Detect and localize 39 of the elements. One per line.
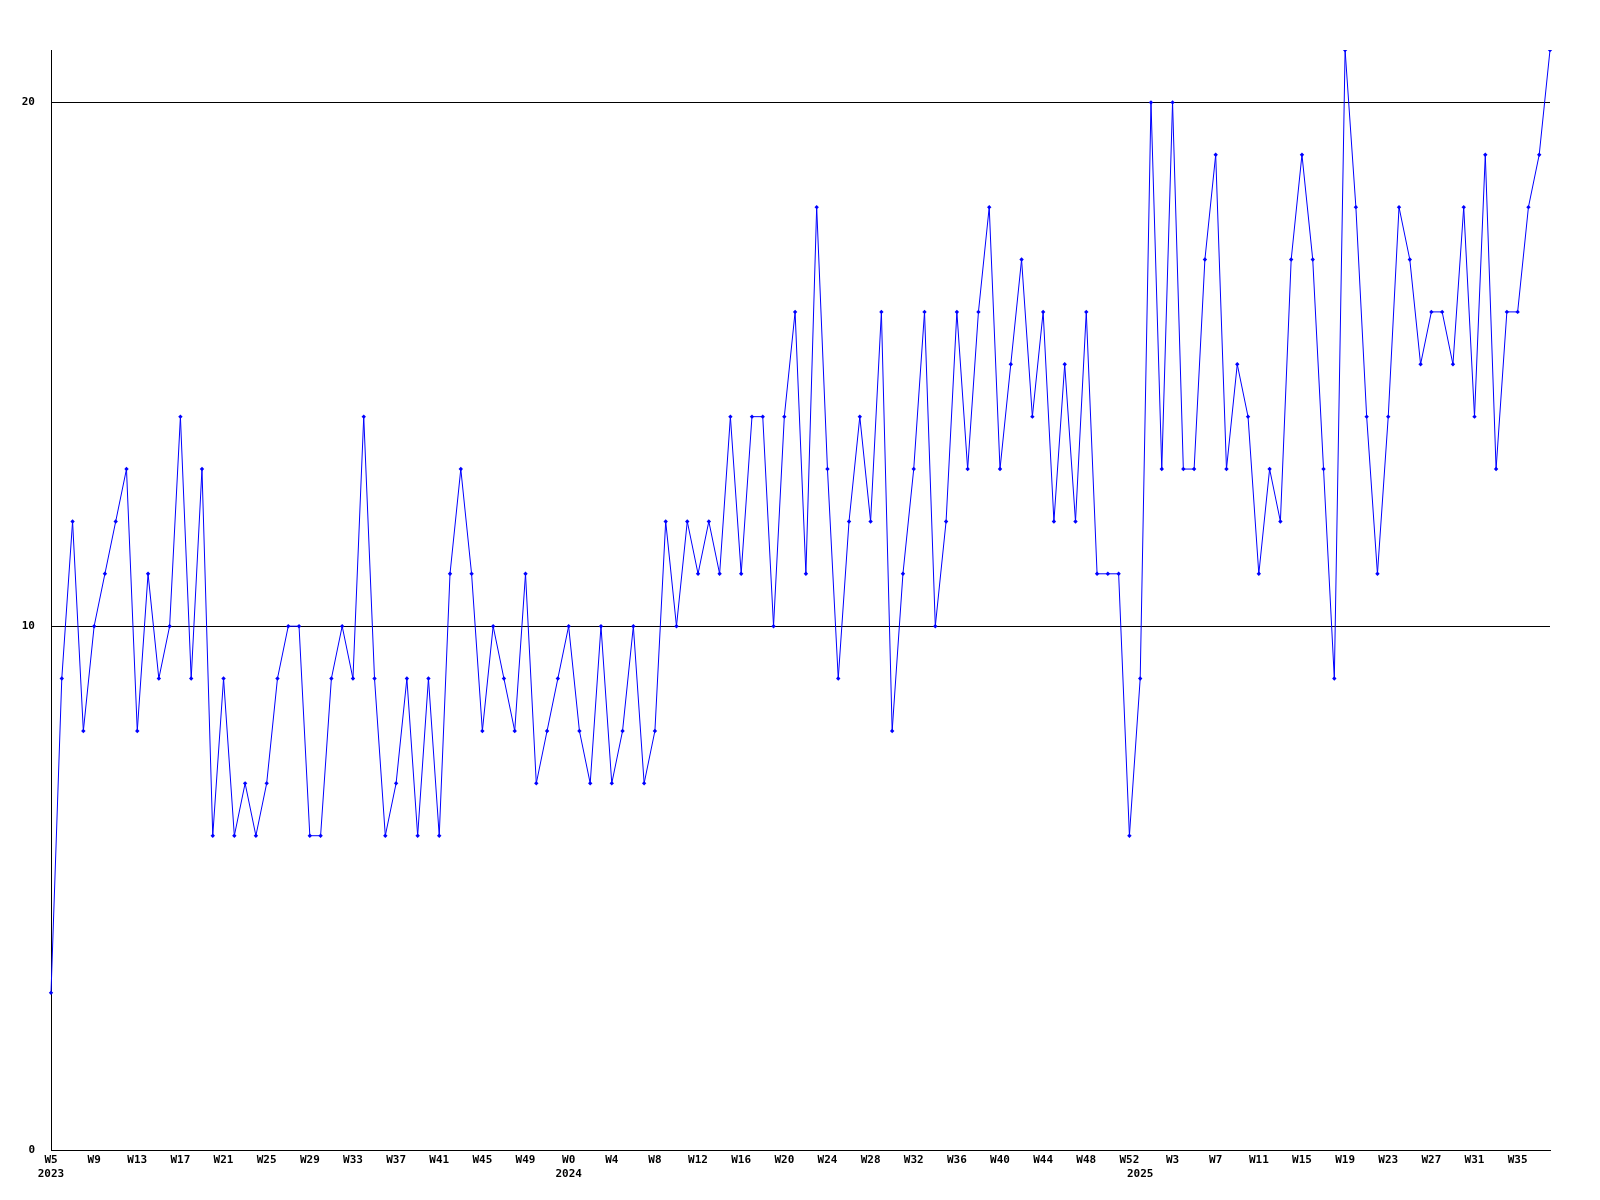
x-tick-label: W29: [299, 1153, 320, 1167]
x-tick-label: W48: [1076, 1153, 1097, 1167]
x-tick-label: W32: [903, 1153, 924, 1167]
x-tick-label: W8: [648, 1153, 662, 1167]
x-tick-label: W33: [343, 1153, 363, 1167]
y-tick-label: 10: [21, 619, 35, 633]
x-tick-label: W9: [87, 1153, 101, 1167]
x-tick-label: W35: [1507, 1153, 1528, 1167]
x-tick-label: W31: [1464, 1153, 1485, 1167]
x-tick-label: W15: [1292, 1153, 1312, 1167]
x-tick-label: W23: [1378, 1153, 1399, 1167]
x-tick-label: W12: [688, 1153, 708, 1167]
x-tick-label: W21: [213, 1153, 234, 1167]
y-tick-label: 0: [28, 1142, 35, 1156]
x-tick-label: W41: [429, 1153, 450, 1167]
x-tick-label: W44: [1033, 1153, 1054, 1167]
x-tick-label: W0 2024: [555, 1153, 583, 1180]
x-tick-label: 2025: [1126, 1166, 1154, 1180]
x-tick-label: W5 2023: [37, 1153, 65, 1180]
x-tick-label: W37: [386, 1153, 407, 1167]
x-tick-label: W27: [1421, 1153, 1442, 1167]
x-tick-label: W40: [990, 1153, 1010, 1167]
x-tick-label: W13: [127, 1153, 148, 1167]
x-tick-label: W45: [472, 1153, 493, 1167]
x-tick-label: W52: [1119, 1153, 1140, 1167]
x-tick-label: W16: [731, 1153, 752, 1167]
x-tick-label: W4: [605, 1153, 619, 1167]
x-tick-label: W19: [1335, 1153, 1356, 1167]
y-tick-label: 20: [21, 95, 35, 109]
x-tick-label: W3: [1165, 1153, 1180, 1167]
x-tick-label: W49: [515, 1153, 536, 1167]
x-tick-label: W24: [817, 1153, 838, 1167]
x-tick-label: W25: [256, 1153, 277, 1167]
x-tick-label: W11: [1248, 1153, 1270, 1167]
x-tick-label: W28: [860, 1153, 881, 1167]
x-tick-label: W17: [170, 1153, 191, 1167]
x-tick-label: W7: [1209, 1153, 1223, 1167]
x-tick-label: W20: [774, 1153, 795, 1167]
x-tick-label: W36: [946, 1153, 968, 1167]
